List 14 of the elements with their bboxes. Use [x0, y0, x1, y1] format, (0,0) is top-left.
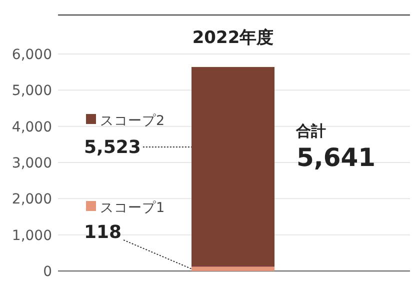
y-tick-label: 3,000: [12, 156, 52, 172]
legend-label: スコープ2: [100, 113, 165, 129]
x-tick-label: 2022年度: [192, 28, 274, 48]
y-tick-label: 0: [43, 264, 52, 280]
total-label: 5,641: [296, 143, 376, 172]
legend-label: スコープ1: [100, 200, 165, 216]
y-tick-label: 5,000: [12, 83, 52, 100]
y-tick-label: 4,000: [12, 119, 52, 136]
y-tick-label: 1,000: [12, 228, 52, 244]
y-tick-label: 6,000: [12, 47, 52, 63]
annotation: 合計: [295, 122, 326, 140]
data-label: 5,523: [84, 137, 141, 158]
y-tick-label: 2,000: [12, 192, 52, 208]
data-label: 118: [84, 222, 122, 243]
